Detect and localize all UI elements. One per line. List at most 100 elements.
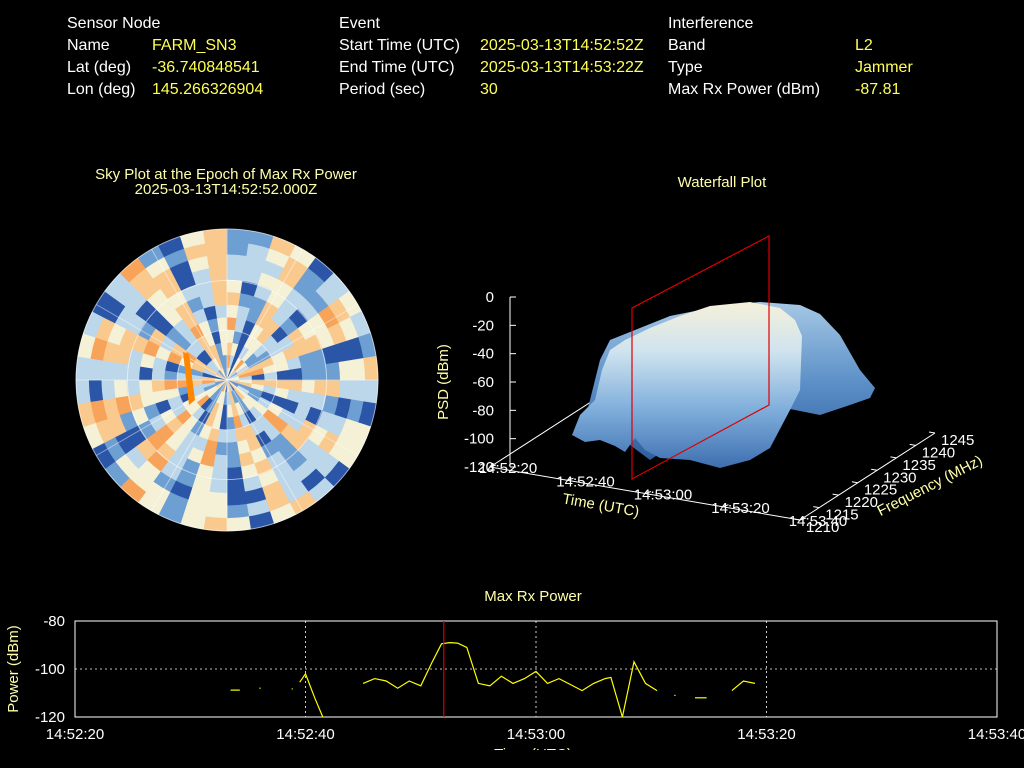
sky-cell <box>363 356 379 381</box>
max-rx-x-axis-label: Time (UTC) <box>494 746 572 750</box>
max-rx-x-tick-label: 14:52:40 <box>276 726 334 743</box>
wf-frequency-tick-label: 1220 <box>845 494 878 511</box>
sky-cell <box>226 454 242 469</box>
max-rx-x-tick-label: 14:53:00 <box>507 726 565 743</box>
wf-time-tick <box>644 491 652 494</box>
sky-cell <box>206 253 228 269</box>
interference-type-label: Type <box>668 59 703 76</box>
sky-cell <box>88 357 104 381</box>
wf-frequency-tick <box>871 468 878 471</box>
sky-cell <box>301 379 316 395</box>
event-header: Event <box>339 15 380 32</box>
event-period-row: Period (sec) 30 <box>339 79 644 101</box>
sky-grid-ring <box>176 329 278 431</box>
interference-power-row: Max Rx Power (dBm) -87.81 <box>668 79 913 101</box>
sensor-lat-value: -36.740848541 <box>152 59 260 76</box>
sky-grid-spoke <box>226 304 359 381</box>
sky-cell <box>226 241 250 257</box>
sky-cell <box>338 359 354 381</box>
sensor-info-block: Sensor Node Name FARM_SN3 Lat (deg) -36.74… <box>67 13 263 101</box>
sensor-lon-label: Lon (deg) <box>67 81 136 98</box>
waterfall-plot-title: Waterfall Plot <box>677 174 767 191</box>
sky-grid-spoke <box>151 379 228 512</box>
event-start-value: 2025-03-13T14:52:52Z <box>480 37 644 54</box>
sky-cell <box>214 304 228 319</box>
sky-cell <box>208 479 228 494</box>
max-rx-x-tick-label: 14:53:40 <box>968 726 1024 743</box>
max-rx-y-tick-label: -120 <box>35 709 65 726</box>
sensor-name-value: FARM_SN3 <box>152 37 237 54</box>
wf-frequency-tick <box>928 431 936 434</box>
sky-grid-ring <box>75 228 379 532</box>
max-rx-x-tick-label: 14:53:20 <box>737 726 795 743</box>
sky-cell <box>212 291 228 306</box>
sky-cell <box>212 454 228 469</box>
sky-cell <box>301 365 316 381</box>
wf-marker-plane <box>631 235 770 481</box>
event-end-value: 2025-03-13T14:53:22Z <box>480 59 644 76</box>
interference-power-value: -87.81 <box>855 81 901 98</box>
max-rx-series-line <box>731 680 756 692</box>
wf-frequency-tick-label: 1225 <box>864 482 897 499</box>
sky-cell <box>226 429 238 444</box>
sky-cell <box>363 379 379 404</box>
wf-time-tick-label: 14:52:40 <box>556 473 614 490</box>
sky-cell <box>338 379 354 401</box>
wf-frequency-tick <box>890 456 897 459</box>
sky-cell <box>288 367 303 381</box>
wf-time-tick-label: 14:53:00 <box>634 487 692 504</box>
interference-band-label: Band <box>668 37 706 54</box>
wf-frequency-tick <box>909 443 916 446</box>
sky-cell <box>75 356 91 381</box>
wf-surface-front <box>572 302 802 468</box>
wf-frequency-tick <box>851 481 858 484</box>
wf-time-tick <box>799 517 807 521</box>
wf-psd-tick-label: -120 <box>464 459 494 476</box>
sky-cell <box>350 379 366 403</box>
sky-grid-spoke <box>226 248 303 381</box>
sky-cell <box>204 241 228 257</box>
max-rx-y-tick-label: -80 <box>43 613 65 630</box>
wf-psd-tick-label: -40 <box>472 346 494 363</box>
wf-frequency-tick-label: 1235 <box>902 457 935 474</box>
sky-plot-subtitle: 2025-03-13T14:52:52.000Z <box>134 181 318 198</box>
sensor-lat-label: Lat (deg) <box>67 59 132 76</box>
sky-grid-spoke <box>95 304 228 381</box>
sky-cell <box>226 228 251 244</box>
interference-power-label: Max Rx Power (dBm) <box>668 81 821 98</box>
wf-frequency-tick-label: 1240 <box>922 444 955 461</box>
sky-cell <box>113 379 128 399</box>
sky-cell <box>226 516 251 532</box>
sky-hot-spot <box>183 352 195 405</box>
wf-time-tick <box>567 477 574 481</box>
max-rx-series-line <box>362 641 658 718</box>
sky-plot <box>75 228 379 532</box>
sky-cell <box>226 479 246 494</box>
sky-cell <box>100 359 116 381</box>
sensor-lon-row: Lon (deg) 145.266326904 <box>67 79 263 101</box>
wf-time-tick-label: 14:53:40 <box>789 513 847 530</box>
sky-cell <box>163 379 178 391</box>
interference-type-value: Jammer <box>855 59 913 76</box>
max-rx-x-tick-label: 14:52:20 <box>46 726 104 743</box>
wf-frequency-tick <box>832 493 839 496</box>
wf-frequency-tick <box>813 506 820 509</box>
wf-time-tick-label: 14:52:20 <box>479 460 537 477</box>
sky-cell <box>113 361 128 381</box>
sky-cell <box>138 379 153 395</box>
max-rx-y-axis-label: Power (dBm) <box>5 625 22 713</box>
sky-cell <box>276 369 291 381</box>
sky-cell <box>226 253 248 269</box>
waterfall-plot: 0 -20 -40 -60 -80 -100 -120 PSD (dBm) 14:52:20 14… <box>435 235 985 536</box>
interference-info-block: Interference Band L2 Type Jammer Max Rx Po… <box>668 13 913 101</box>
sky-grid-spoke <box>226 379 359 456</box>
max-rx-y-tick-label: -100 <box>35 661 65 678</box>
sky-cell <box>226 503 250 519</box>
sensor-name-label: Name <box>67 37 110 54</box>
sensor-lat-row: Lat (deg) -36.740848541 <box>67 57 263 79</box>
interference-type-row: Type Jammer <box>668 57 913 79</box>
sensor-name-row: Name FARM_SN3 <box>67 35 263 57</box>
event-info-block: Event Start Time (UTC) 2025-03-13T14:52:5… <box>339 13 644 101</box>
event-start-row: Start Time (UTC) 2025-03-13T14:52:52Z <box>339 35 644 57</box>
wf-time-tick <box>489 464 497 468</box>
